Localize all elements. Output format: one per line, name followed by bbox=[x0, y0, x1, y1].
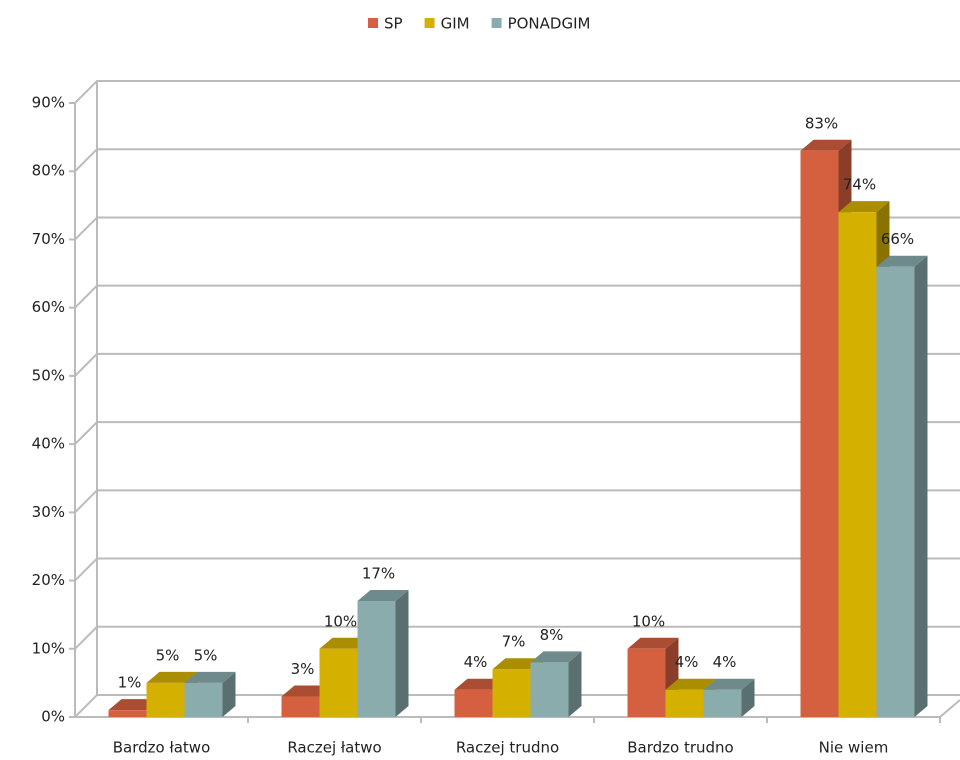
bar-top bbox=[665, 678, 717, 690]
bar-front bbox=[876, 266, 915, 717]
grid-line bbox=[69, 557, 960, 582]
bar-top bbox=[530, 651, 582, 663]
y-tick-label: 10% bbox=[32, 639, 65, 657]
y-tick-label: 30% bbox=[32, 503, 65, 521]
data-label: 10% bbox=[324, 612, 357, 630]
data-label: 17% bbox=[362, 565, 395, 583]
bar-side bbox=[914, 255, 928, 717]
y-tick-label: 50% bbox=[32, 366, 65, 384]
bar bbox=[530, 651, 582, 717]
x-tick-label: Raczej łatwo bbox=[287, 739, 381, 757]
grid-line bbox=[69, 148, 960, 173]
x-tick-label: Raczej trudno bbox=[456, 739, 559, 757]
grid-line bbox=[69, 421, 960, 446]
data-label: 8% bbox=[540, 626, 564, 644]
data-label: 83% bbox=[805, 114, 838, 132]
data-label: 4% bbox=[675, 653, 699, 671]
bar bbox=[184, 671, 236, 717]
y-tick-label: 20% bbox=[32, 571, 65, 589]
bar-side bbox=[395, 590, 409, 717]
bar-front bbox=[108, 710, 147, 717]
data-label: 5% bbox=[194, 646, 218, 664]
bar-top bbox=[146, 671, 198, 683]
bar-front bbox=[357, 601, 396, 717]
bar-top bbox=[703, 678, 755, 690]
y-tick-label: 0% bbox=[41, 708, 65, 726]
grid-line bbox=[69, 352, 960, 377]
y-tick-label: 40% bbox=[32, 435, 65, 453]
bar-front bbox=[281, 696, 320, 717]
grid-line bbox=[69, 80, 960, 104]
bar-side bbox=[741, 678, 755, 717]
y-tick-label: 70% bbox=[32, 230, 65, 248]
bar-front bbox=[800, 150, 839, 717]
grid-line bbox=[69, 489, 960, 514]
bar-top bbox=[800, 139, 852, 151]
bar-top bbox=[357, 590, 409, 602]
bar-side bbox=[222, 671, 236, 717]
data-label: 3% bbox=[291, 660, 315, 678]
legend-swatch bbox=[491, 18, 502, 28]
bar-front bbox=[454, 689, 493, 717]
bar-front bbox=[492, 669, 531, 717]
bar-front bbox=[146, 682, 185, 717]
bar bbox=[357, 590, 409, 717]
legend-label: SP bbox=[384, 15, 403, 33]
grid-line bbox=[69, 216, 960, 241]
bar-front bbox=[184, 682, 223, 717]
data-label: 10% bbox=[632, 612, 665, 630]
bar-front bbox=[838, 212, 877, 717]
bar-side bbox=[568, 651, 582, 717]
x-tick-label: Bardzo łatwo bbox=[113, 739, 211, 757]
grid-line bbox=[69, 625, 960, 650]
x-tick-label: Bardzo trudno bbox=[627, 739, 734, 757]
bar-top bbox=[838, 201, 890, 213]
bar-top bbox=[627, 637, 679, 649]
bar-top bbox=[876, 255, 928, 267]
data-label: 74% bbox=[843, 176, 876, 194]
x-tick-label: Nie wiem bbox=[819, 739, 889, 757]
y-tick-label: 60% bbox=[32, 298, 65, 316]
bar-front bbox=[703, 689, 742, 717]
data-label: 4% bbox=[713, 653, 737, 671]
legend-label: GIM bbox=[441, 15, 470, 33]
legend-swatch bbox=[424, 18, 435, 28]
legend-swatch bbox=[368, 18, 378, 28]
bar-front bbox=[627, 648, 666, 717]
data-label: 7% bbox=[502, 633, 526, 651]
bar-top bbox=[184, 671, 236, 683]
bar-front bbox=[319, 648, 358, 717]
data-label: 66% bbox=[881, 230, 914, 248]
grid-line bbox=[69, 284, 960, 309]
legend-label: PONADGIM bbox=[508, 15, 591, 33]
y-tick-label: 80% bbox=[32, 162, 65, 180]
y-tick-label: 90% bbox=[32, 94, 65, 112]
data-label: 5% bbox=[156, 646, 180, 664]
bar-front bbox=[530, 662, 569, 717]
bar bbox=[876, 255, 928, 717]
data-label: 4% bbox=[464, 653, 488, 671]
bar bbox=[703, 678, 755, 717]
data-label: 1% bbox=[118, 674, 142, 692]
bar-front bbox=[665, 689, 704, 717]
